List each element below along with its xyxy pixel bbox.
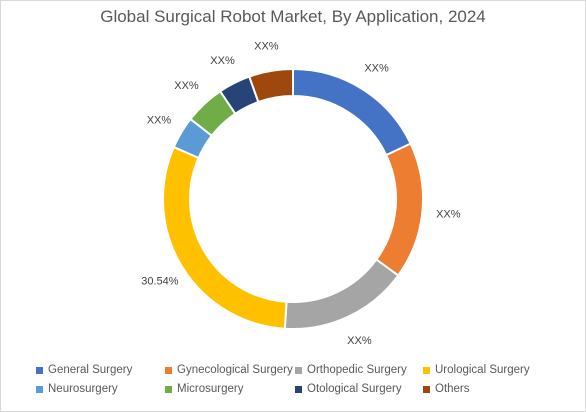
legend-item: General Surgery (36, 364, 165, 376)
legend-label: Otological Surgery (307, 383, 402, 395)
legend-item: Others (423, 383, 553, 395)
legend-swatch (423, 366, 430, 374)
legend-swatch (295, 385, 302, 393)
legend-label: Neurosurgery (48, 383, 118, 395)
data-label: XX% (254, 40, 279, 52)
data-label: 30.54% (141, 275, 179, 287)
data-label: XX% (364, 62, 389, 74)
legend-item: Otological Surgery (295, 383, 423, 395)
legend-swatch (295, 366, 302, 374)
donut-slice-urological-surgery (162, 145, 288, 330)
legend-label: Gynecological Surgery (177, 364, 293, 376)
legend-label: Others (435, 383, 470, 395)
legend-label: Microsurgery (177, 383, 244, 395)
legend-item: Neurosurgery (36, 383, 165, 395)
legend-item: Gynecological Surgery (165, 364, 295, 376)
legend-label: Urological Surgery (435, 364, 530, 376)
donut-slice-general-surgery (292, 67, 412, 157)
data-label: XX% (147, 114, 172, 126)
legend-label: Orthopedic Surgery (307, 364, 407, 376)
legend-swatch (165, 366, 172, 374)
data-label: XX% (347, 335, 372, 347)
legend-swatch (165, 385, 172, 393)
legend-item: Microsurgery (165, 383, 295, 395)
legend-item: Orthopedic Surgery (295, 364, 423, 376)
legend-item: Urological Surgery (423, 364, 553, 376)
legend-label: General Surgery (48, 364, 133, 376)
data-label: XX% (436, 209, 461, 221)
chart-legend: General Surgery Gynecological Surgery Orth… (36, 364, 556, 395)
legend-swatch (423, 385, 430, 393)
donut-slice-orthopedic-surgery (283, 258, 400, 330)
donut-slice-others (247, 67, 294, 104)
chart-title: Global Surgical Robot Market, By Applica… (100, 7, 486, 26)
legend-swatch (36, 385, 43, 393)
data-label: XX% (174, 80, 199, 92)
donut-slice-gynecological-surgery (374, 142, 424, 277)
data-label: XX% (210, 55, 235, 67)
legend-swatch (36, 366, 43, 374)
